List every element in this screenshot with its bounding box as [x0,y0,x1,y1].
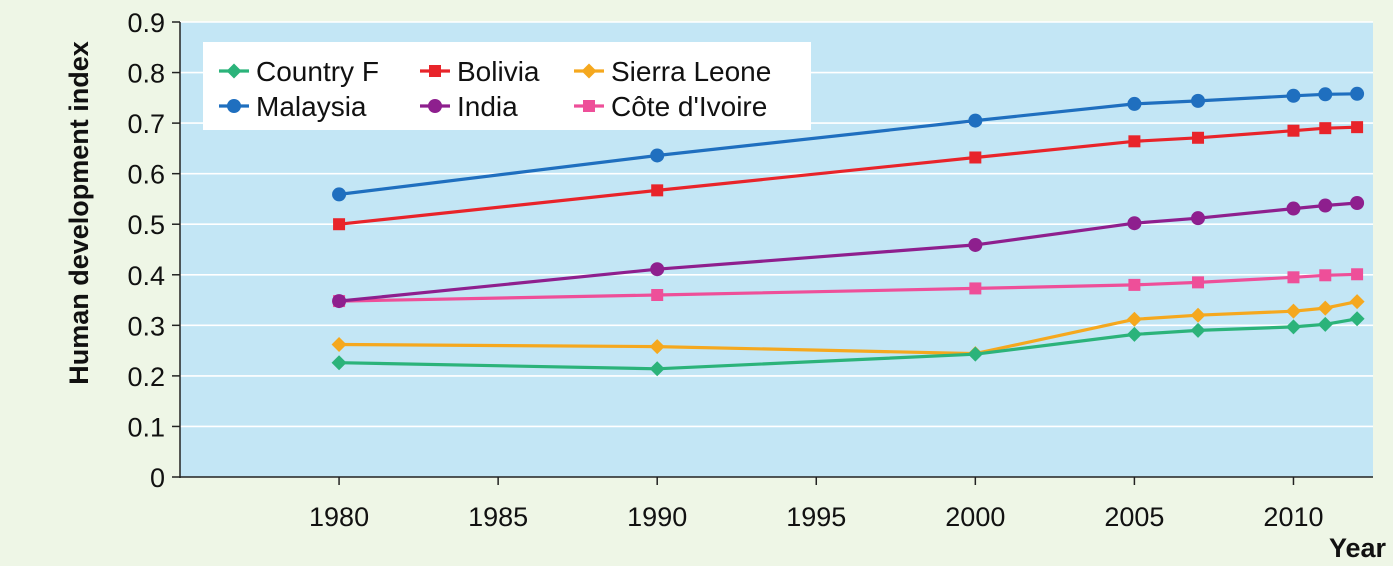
data-point [651,289,664,301]
legend-label: India [457,91,518,122]
data-point [1351,268,1364,281]
data-point [969,151,982,164]
legend-item: Sierra Leone [574,56,771,87]
data-point [1191,211,1206,226]
data-point [1128,135,1141,148]
y-tick-label: 0.1 [127,412,165,442]
series-bolivia [333,121,1364,231]
legend-marker [581,63,597,79]
data-point [1128,278,1141,291]
data-point [1287,271,1300,284]
y-tick-label: 0.8 [127,59,165,89]
legend: Country F Bolivia Sierra Leone Malaysia Indi… [203,42,811,130]
data-point [1126,326,1142,342]
data-point [331,337,347,353]
legend-marker [429,65,441,77]
data-point [1286,201,1301,216]
x-tick-label: 1995 [786,502,846,532]
data-point [1285,319,1301,335]
data-point [1319,122,1332,135]
y-tick-label: 0.9 [127,8,165,38]
data-point [1319,269,1332,282]
legend-item: Malaysia [219,91,367,122]
x-axis-title: Year [1329,533,1387,563]
legend-marker [227,99,241,113]
data-point [1318,87,1333,102]
legend-item: Country F [219,56,379,87]
data-point [968,113,983,128]
data-point [1127,216,1142,231]
legend-label: Côte d'Ivoire [611,91,767,122]
data-point [1350,195,1365,210]
x-tick-label: 1990 [627,502,687,532]
legend-marker [428,99,442,113]
data-point [332,294,347,309]
data-point [1191,93,1206,108]
legend-box [203,42,811,130]
data-point [1286,88,1301,103]
series-malaysia [332,86,1365,202]
y-tick-label: 0.7 [127,109,165,139]
y-tick-label: 0.6 [127,160,165,190]
y-tick-label: 0.4 [127,261,165,291]
legend-label: Malaysia [256,91,367,122]
data-point [967,346,983,362]
data-point [1287,124,1300,137]
data-point [1190,307,1206,323]
data-point [649,339,665,355]
data-point [1190,322,1206,338]
data-point [1317,300,1333,316]
legend-marker [583,100,595,112]
legend-marker [226,63,242,79]
data-point [1350,86,1365,101]
y-tick-label: 0.2 [127,362,165,392]
data-point [1317,316,1333,332]
data-point [649,361,665,377]
data-point [650,148,665,163]
y-tick-label: 0.3 [127,311,165,341]
data-point [1192,276,1205,289]
legend-item: India [420,91,518,122]
x-tick-label: 2010 [1263,502,1323,532]
series-india [332,195,1365,309]
series-country-f [331,311,1365,377]
data-point [1126,311,1142,327]
legend-label: Sierra Leone [611,56,771,87]
data-point [650,262,665,277]
y-axis-title: Human development index [64,41,94,385]
y-tick-label: 0.5 [127,210,165,240]
data-point [1351,121,1364,134]
data-point [1349,294,1365,310]
x-tick-label: 2000 [945,502,1005,532]
x-tick-label: 1985 [468,502,528,532]
data-point [1318,198,1333,213]
data-point [331,355,347,371]
data-point [1192,131,1205,144]
legend-item: Bolivia [420,56,540,87]
series-c-te-d-ivoire [333,268,1364,308]
data-point [1127,96,1142,111]
data-point [969,282,982,295]
y-tick-label: 0 [150,463,165,493]
legend-label: Bolivia [457,56,540,87]
x-tick-label: 1980 [309,502,369,532]
data-point [968,237,983,252]
axis-ticks: 0 0.1 0.2 0.3 0.4 0.5 0.6 0.7 0.8 0.9 1980 1985 1990… [127,8,1323,532]
data-point [332,187,347,202]
data-point [1349,311,1365,327]
data-point [1285,303,1301,319]
x-tick-label: 2005 [1104,502,1164,532]
series-layer [331,86,1365,377]
data-point [651,184,664,197]
legend-item: Côte d'Ivoire [574,91,767,122]
legend-label: Country F [256,56,379,87]
data-point [333,218,346,231]
axes [179,22,1373,478]
